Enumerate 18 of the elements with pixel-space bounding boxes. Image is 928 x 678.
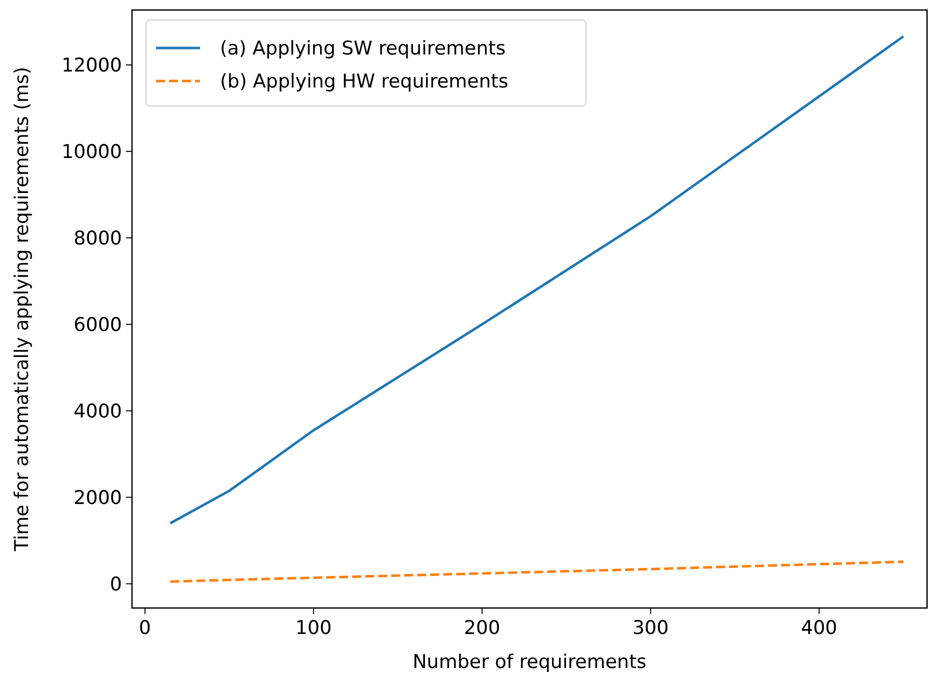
- legend-label: (b) Applying HW requirements: [220, 70, 508, 93]
- y-tick-label: 10000: [62, 141, 122, 164]
- x-axis-title: Number of requirements: [412, 651, 646, 673]
- x-tick-label: 200: [464, 617, 500, 639]
- y-axis-title: Time for automatically applying requirements (ms): [11, 66, 33, 552]
- y-tick-label: 12000: [62, 54, 122, 77]
- x-tick-label: 300: [632, 617, 669, 639]
- x-tick-label: 0: [138, 617, 152, 639]
- y-tick-label: 2000: [74, 486, 122, 509]
- x-tick-label: 100: [295, 617, 332, 639]
- line-series: [169, 35, 905, 524]
- line-series: [169, 560, 905, 583]
- legend-label: (a) Applying SW requirements: [220, 38, 506, 60]
- y-tick-label: 8000: [74, 228, 122, 250]
- y-tick-label: 6000: [74, 314, 122, 336]
- y-tick-label: 0: [110, 573, 122, 596]
- y-tick-label: 4000: [74, 400, 122, 422]
- x-tick-label: 400: [801, 617, 838, 639]
